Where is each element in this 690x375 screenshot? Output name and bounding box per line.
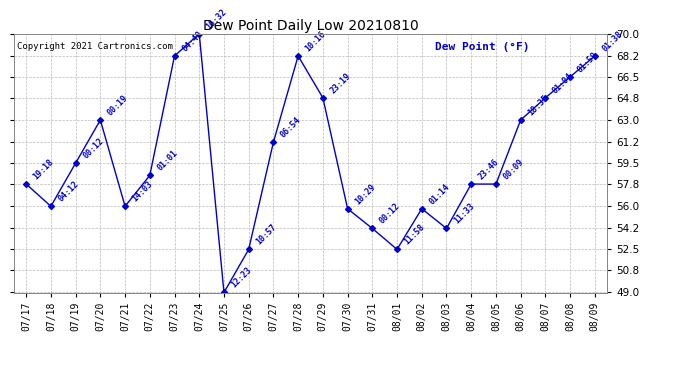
Text: 11:58: 11:58 [402,222,426,247]
Text: 04:40: 04:40 [180,29,204,53]
Text: 10:29: 10:29 [353,182,377,206]
Text: 01:01: 01:01 [155,148,179,172]
Text: 00:19: 00:19 [106,93,130,117]
Text: 14:03: 14:03 [130,179,155,204]
Text: 18:35: 18:35 [526,93,550,117]
Text: 10:16: 10:16 [304,29,328,53]
Title: Dew Point Daily Low 20210810: Dew Point Daily Low 20210810 [203,19,418,33]
Text: 00:12: 00:12 [81,136,105,160]
Text: 23:46: 23:46 [477,157,501,181]
Text: Dew Point (°F): Dew Point (°F) [435,42,530,51]
Text: 01:14: 01:14 [427,182,451,206]
Text: 01:59: 01:59 [575,50,600,74]
Text: 10:57: 10:57 [254,222,278,247]
Text: 01:04: 01:04 [551,71,575,95]
Text: 04:12: 04:12 [57,179,81,204]
Text: 06:54: 06:54 [279,116,303,140]
Text: 12:23: 12:23 [230,266,253,290]
Text: 01:38: 01:38 [600,29,624,53]
Text: 19:18: 19:18 [32,157,56,181]
Text: 00:12: 00:12 [378,202,402,226]
Text: 23:19: 23:19 [328,71,353,95]
Text: Copyright 2021 Cartronics.com: Copyright 2021 Cartronics.com [17,42,172,51]
Text: 00:09: 00:09 [502,157,526,181]
Text: 16:32: 16:32 [205,7,229,31]
Text: 11:33: 11:33 [452,202,476,226]
